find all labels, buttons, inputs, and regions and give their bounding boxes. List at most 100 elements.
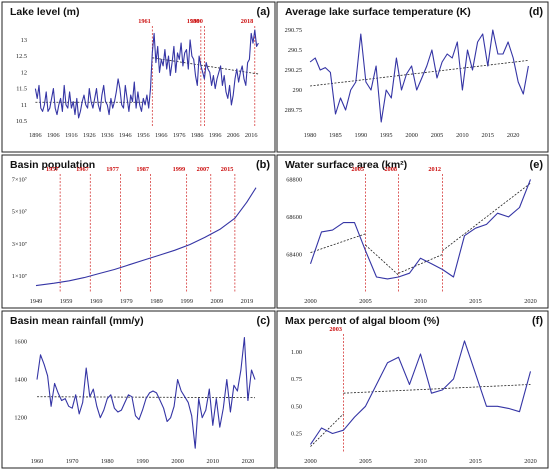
panel-frame [1,310,276,469]
panel-letter: (b) [256,159,270,171]
y-tick-label: 68600 [286,214,302,221]
y-tick-label: 5×10⁷ [12,209,27,216]
x-tick-label: 2020 [242,458,255,465]
x-tick-label: 2010 [456,132,469,139]
x-tick-label: 2015 [469,298,482,305]
panel-letter: (d) [529,6,543,18]
panel-letter: (f) [532,315,543,327]
y-tick-label: 11 [21,102,27,109]
trend-line [37,396,255,399]
x-tick-label: 2010 [414,458,427,465]
annotation-label: 2008 [384,166,397,173]
y-tick-label: 12 [21,69,27,76]
x-tick-label: 1906 [47,132,60,139]
y-tick-label: 0.25 [291,430,302,437]
x-tick-label: 1926 [83,132,96,139]
panel-letter: (c) [257,315,271,327]
series-line [310,340,532,445]
x-tick-label: 2010 [414,298,427,305]
y-tick-label: 68800 [286,176,302,183]
y-tick-label: 7×10⁷ [12,177,27,184]
x-tick-label: 2020 [524,298,537,305]
x-tick-label: 2005 [359,458,372,465]
panel-title: Water surface area (km²) [285,159,407,171]
x-tick-label: 2005 [359,298,372,305]
x-tick-label: 1896 [29,132,42,139]
annotation-label: 1999 [173,166,186,173]
x-tick-label: 1979 [120,298,133,305]
panel-title: Basin population [10,159,95,171]
x-tick-label: 2000 [304,458,317,465]
x-tick-label: 1989 [150,298,163,305]
series-line [36,337,256,449]
panel-title: Average lake surface temperature (K) [285,6,471,18]
x-tick-label: 2019 [241,298,254,305]
panel-c: Basin mean rainfall (mm/y) (c) 1960 1970 198… [1,310,276,469]
x-tick-label: 2000 [304,298,317,305]
trend-line [310,233,366,253]
annotation-label: 1977 [106,166,119,173]
x-tick-label: 2015 [469,458,482,465]
annotation-label: 1987 [136,166,149,173]
y-tick-label: 290 [293,87,302,94]
x-tick-label: 1966 [155,132,168,139]
y-tick-label: 290.75 [285,27,302,34]
y-tick-label: 0.50 [291,403,302,410]
series-line [309,179,532,280]
panel-e: Water surface area (km²) (e) 2000 2005 2010 2… [276,154,549,309]
y-tick-label: 3×10⁷ [12,241,27,248]
y-tick-label: 1×10⁷ [12,273,27,280]
y-tick-label: 13 [21,37,27,44]
x-tick-label: 1936 [101,132,114,139]
x-tick-label: 1969 [90,298,103,305]
annotation-label: 2005 [351,166,364,173]
x-tick-label: 1916 [65,132,78,139]
trend-line [442,182,531,252]
panel-frame [276,1,549,153]
x-tick-label: 2009 [211,298,224,305]
y-tick-label: 0.75 [291,376,302,383]
y-tick-label: 10.5 [16,118,27,125]
x-tick-label: 1980 [101,458,114,465]
panel-frame [276,310,549,469]
panel-title: Max percent of algal bloom (%) [285,315,440,327]
y-tick-label: 1200 [14,415,27,422]
y-tick-label: 1400 [14,377,27,384]
annotation-label: 2018 [241,18,254,25]
x-tick-label: 2000 [405,132,418,139]
x-tick-label: 1996 [209,132,222,139]
trend-line [310,60,529,87]
annotation-label: 1988 [187,18,200,25]
annotation-label: 1990 [190,18,203,25]
x-tick-label: 1990 [355,132,368,139]
trend-line [365,244,399,276]
annotation-label: 1961 [138,18,151,25]
x-tick-label: 2020 [507,132,520,139]
panel-letter: (e) [530,159,544,171]
x-tick-label: 1946 [119,132,132,139]
panel-frame [276,154,549,309]
x-tick-label: 1990 [136,458,149,465]
series-line [34,29,259,119]
x-tick-label: 2000 [171,458,184,465]
x-tick-label: 1970 [66,458,79,465]
series-line [309,29,529,123]
y-tick-label: 289.75 [285,107,302,114]
y-tick-label: 11.5 [16,86,27,93]
y-tick-label: 68400 [286,251,302,258]
x-tick-label: 1980 [304,132,317,139]
x-tick-label: 2015 [481,132,494,139]
panel-f: Max percent of algal bloom (%) (f) 2000 200… [276,310,549,469]
annotation-label: 2012 [428,166,441,173]
panel-title: Lake level (m) [10,6,79,18]
y-tick-label: 290.5 [288,47,302,54]
annotation-label: 2007 [197,166,210,173]
y-tick-label: 1600 [14,338,27,345]
x-tick-label: 2020 [524,458,537,465]
x-tick-label: 2016 [245,132,258,139]
panel-title: Basin mean rainfall (mm/y) [10,315,144,327]
x-tick-label: 1995 [380,132,393,139]
x-tick-label: 1949 [30,298,43,305]
